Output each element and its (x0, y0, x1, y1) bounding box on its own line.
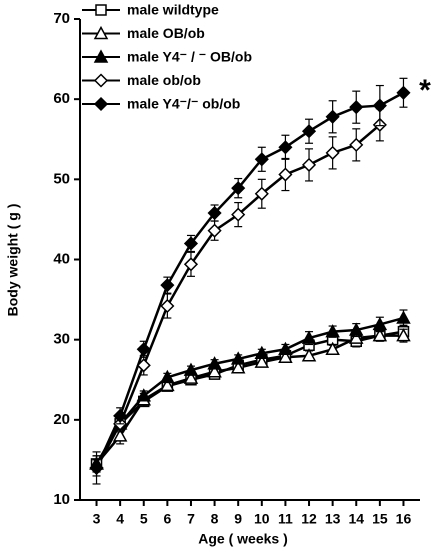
marker (325, 341, 340, 356)
marker (113, 408, 128, 423)
marker (278, 167, 293, 182)
marker (278, 341, 293, 356)
marker (396, 85, 411, 100)
marker (254, 186, 269, 201)
marker (160, 377, 175, 392)
marker (207, 223, 222, 238)
marker (207, 205, 222, 221)
marker (372, 98, 387, 113)
x-tick-label: 3 (93, 511, 101, 527)
marker (183, 362, 199, 376)
marker (254, 345, 270, 360)
marker (278, 349, 293, 364)
x-tick-label: 9 (234, 511, 242, 527)
y-tick-label: 10 (53, 491, 70, 508)
x-tick-label: 10 (254, 511, 270, 527)
marker (112, 428, 128, 442)
marker (231, 181, 246, 196)
y-tick-label: 60 (53, 90, 70, 107)
legend-marker (95, 4, 107, 16)
x-tick-label: 8 (211, 511, 219, 527)
marker (89, 460, 104, 475)
marker (325, 324, 340, 338)
series-line (95, 123, 381, 469)
x-tick-label: 7 (187, 511, 195, 527)
marker (349, 100, 364, 115)
legend-marker (93, 25, 109, 40)
marker (278, 140, 293, 155)
marker (301, 348, 317, 362)
marker (160, 369, 175, 384)
legend-marker (93, 73, 109, 88)
legend-label: male wildtype (127, 2, 219, 18)
marker (301, 124, 317, 139)
marker (396, 328, 411, 342)
marker (183, 257, 199, 272)
marker (348, 330, 364, 344)
legend-label: male Y4⁻ / ⁻ OB/ob (127, 49, 252, 65)
marker (207, 356, 222, 370)
marker (160, 278, 175, 293)
legend-label: male Y4⁻/⁻ ob/ob (127, 96, 240, 112)
x-tick-label: 13 (325, 511, 341, 527)
x-tick-label: 11 (278, 511, 293, 527)
marker (372, 316, 388, 331)
x-tick-label: 4 (116, 511, 124, 527)
marker (231, 207, 246, 222)
marker (301, 330, 317, 344)
marker (136, 342, 151, 357)
x-axis-label: Age ( weeks ) (198, 531, 287, 547)
marker (136, 388, 152, 402)
marker (254, 152, 269, 167)
marker (230, 360, 246, 374)
annotation: * (419, 74, 431, 107)
legend-marker (93, 49, 109, 63)
x-tick-label: 16 (396, 511, 412, 527)
marker (349, 137, 364, 152)
marker (183, 236, 199, 251)
x-tick-label: 12 (301, 511, 317, 527)
legend-label: male OB/ob (127, 25, 205, 41)
y-tick-label: 50 (53, 170, 70, 187)
marker (301, 157, 317, 172)
marker (230, 351, 246, 365)
marker (325, 145, 340, 160)
x-tick-label: 15 (372, 511, 388, 527)
legend-label: male ob/ob (127, 72, 201, 88)
marker (160, 298, 175, 314)
x-tick-label: 14 (348, 511, 364, 527)
x-tick-label: 5 (140, 511, 148, 527)
legend-marker (93, 96, 109, 112)
marker (207, 364, 222, 378)
marker (348, 322, 364, 336)
y-tick-label: 70 (53, 10, 70, 27)
marker (183, 370, 199, 384)
marker (372, 328, 388, 342)
marker (396, 310, 411, 324)
y-tick-label: 20 (53, 411, 70, 428)
y-axis-label: Body weight ( g ) (5, 204, 21, 317)
y-tick-label: 40 (53, 250, 70, 267)
y-tick-label: 30 (53, 331, 70, 348)
marker (254, 354, 270, 368)
marker (136, 358, 151, 373)
x-tick-label: 6 (163, 511, 171, 527)
marker (325, 109, 340, 124)
